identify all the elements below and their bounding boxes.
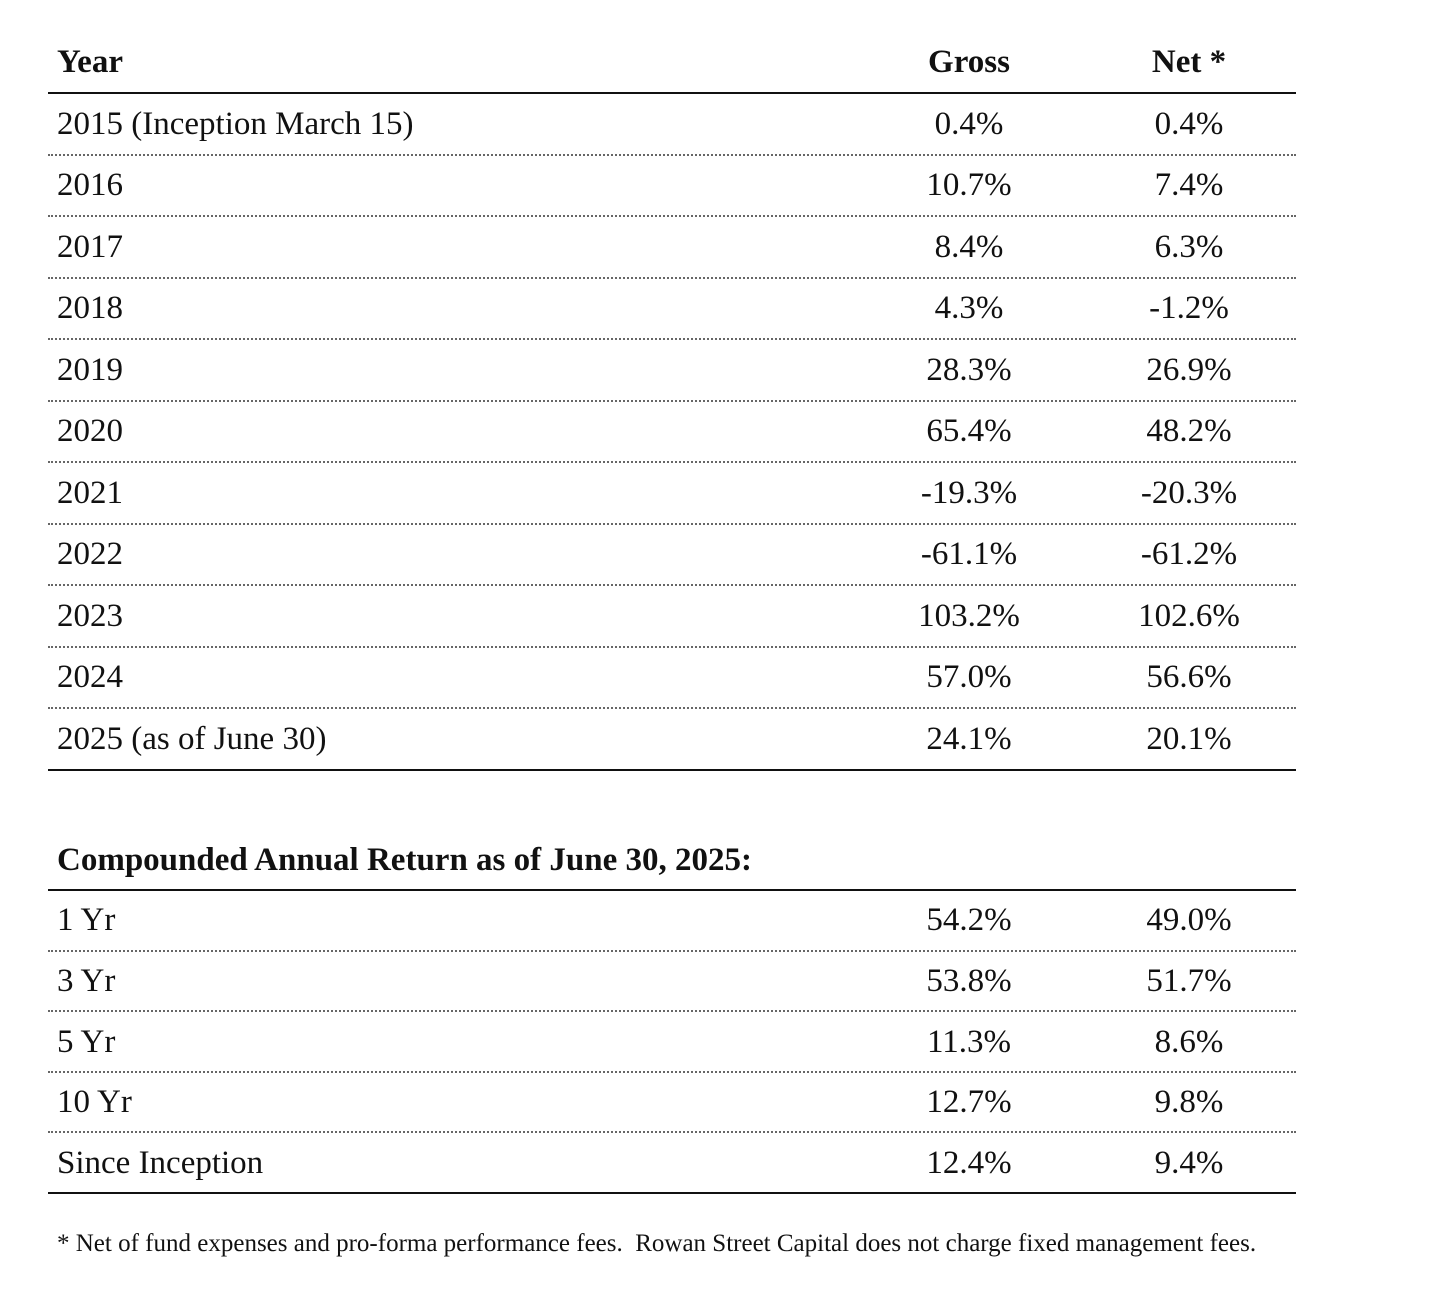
return-value: 7.4% bbox=[1154, 167, 1224, 204]
return-value: 12.4% bbox=[926, 1144, 1012, 1181]
year-label: 2018 bbox=[57, 290, 123, 327]
year-label: 2024 bbox=[57, 659, 123, 696]
dotted-divider bbox=[48, 153, 1296, 156]
dotted-divider bbox=[48, 707, 1296, 709]
dotted-divider bbox=[48, 215, 1296, 217]
return-value: 26.9% bbox=[1146, 351, 1232, 388]
return-value: -1.2% bbox=[1149, 290, 1229, 327]
return-value: 48.2% bbox=[1146, 413, 1232, 450]
dotted-divider bbox=[48, 1131, 1296, 1134]
return-value: 65.4% bbox=[926, 413, 1012, 450]
rule-line bbox=[48, 1192, 1296, 1194]
return-value: 8.4% bbox=[934, 228, 1004, 265]
return-value: 57.0% bbox=[926, 659, 1012, 696]
dotted-divider bbox=[48, 949, 1296, 952]
year-label: 2023 bbox=[57, 597, 123, 634]
period-label: 10 Yr bbox=[57, 1084, 132, 1121]
dotted-divider bbox=[48, 338, 1296, 340]
section-title: Compounded Annual Return as of June 30, … bbox=[57, 842, 752, 878]
year-label: 2016 bbox=[57, 167, 123, 204]
dotted-divider bbox=[48, 584, 1296, 586]
dotted-divider bbox=[48, 645, 1296, 648]
return-value: 4.3% bbox=[934, 290, 1004, 327]
return-value: 103.2% bbox=[918, 597, 1020, 634]
year-label: 2015 (Inception March 15) bbox=[57, 105, 414, 142]
return-value: 24.1% bbox=[926, 720, 1012, 757]
return-value: -19.3% bbox=[920, 474, 1018, 511]
rule-line bbox=[48, 889, 1296, 891]
year-label: 2021 bbox=[57, 474, 123, 511]
year-label: 2025 (as of June 30) bbox=[57, 720, 327, 757]
return-value: -61.2% bbox=[1140, 536, 1238, 573]
return-value: 8.6% bbox=[1154, 1023, 1224, 1060]
year-label: 2022 bbox=[57, 536, 123, 573]
dotted-divider bbox=[48, 276, 1296, 279]
return-value: 49.0% bbox=[1146, 902, 1232, 939]
return-value: 102.6% bbox=[1138, 597, 1240, 634]
return-value: 9.8% bbox=[1154, 1084, 1224, 1121]
period-label: 5 Yr bbox=[57, 1023, 116, 1060]
dotted-divider bbox=[48, 399, 1296, 402]
return-value: 0.4% bbox=[1154, 105, 1224, 142]
dotted-divider bbox=[48, 522, 1296, 525]
year-label: 2020 bbox=[57, 413, 123, 450]
footnote: * Net of fund expenses and pro-forma per… bbox=[57, 1230, 1257, 1257]
column-header: Net * bbox=[1151, 44, 1227, 80]
column-header: Gross bbox=[928, 44, 1010, 80]
return-value: -20.3% bbox=[1140, 474, 1238, 511]
return-value: 10.7% bbox=[926, 167, 1012, 204]
return-value: 56.6% bbox=[1146, 659, 1232, 696]
period-label: 3 Yr bbox=[57, 962, 116, 999]
return-value: 0.4% bbox=[934, 105, 1004, 142]
return-value: 9.4% bbox=[1154, 1144, 1224, 1181]
period-label: Since Inception bbox=[57, 1144, 264, 1181]
return-value: 53.8% bbox=[926, 962, 1012, 999]
rule-line bbox=[48, 92, 1296, 94]
return-value: 54.2% bbox=[926, 902, 1012, 939]
return-value: 11.3% bbox=[926, 1023, 1011, 1060]
return-value: 12.7% bbox=[926, 1084, 1012, 1121]
return-value: 20.1% bbox=[1146, 720, 1232, 757]
return-value: 28.3% bbox=[926, 351, 1012, 388]
return-value: 6.3% bbox=[1154, 228, 1224, 265]
column-header: Year bbox=[57, 44, 123, 80]
dotted-divider bbox=[48, 461, 1296, 463]
rule-line bbox=[48, 768, 1296, 771]
year-label: 2019 bbox=[57, 351, 123, 388]
dotted-divider bbox=[48, 1010, 1296, 1013]
period-label: 1 Yr bbox=[57, 902, 116, 939]
return-value: 51.7% bbox=[1146, 962, 1232, 999]
dotted-divider bbox=[48, 1070, 1296, 1073]
year-label: 2017 bbox=[57, 228, 123, 265]
return-value: -61.1% bbox=[920, 536, 1018, 573]
